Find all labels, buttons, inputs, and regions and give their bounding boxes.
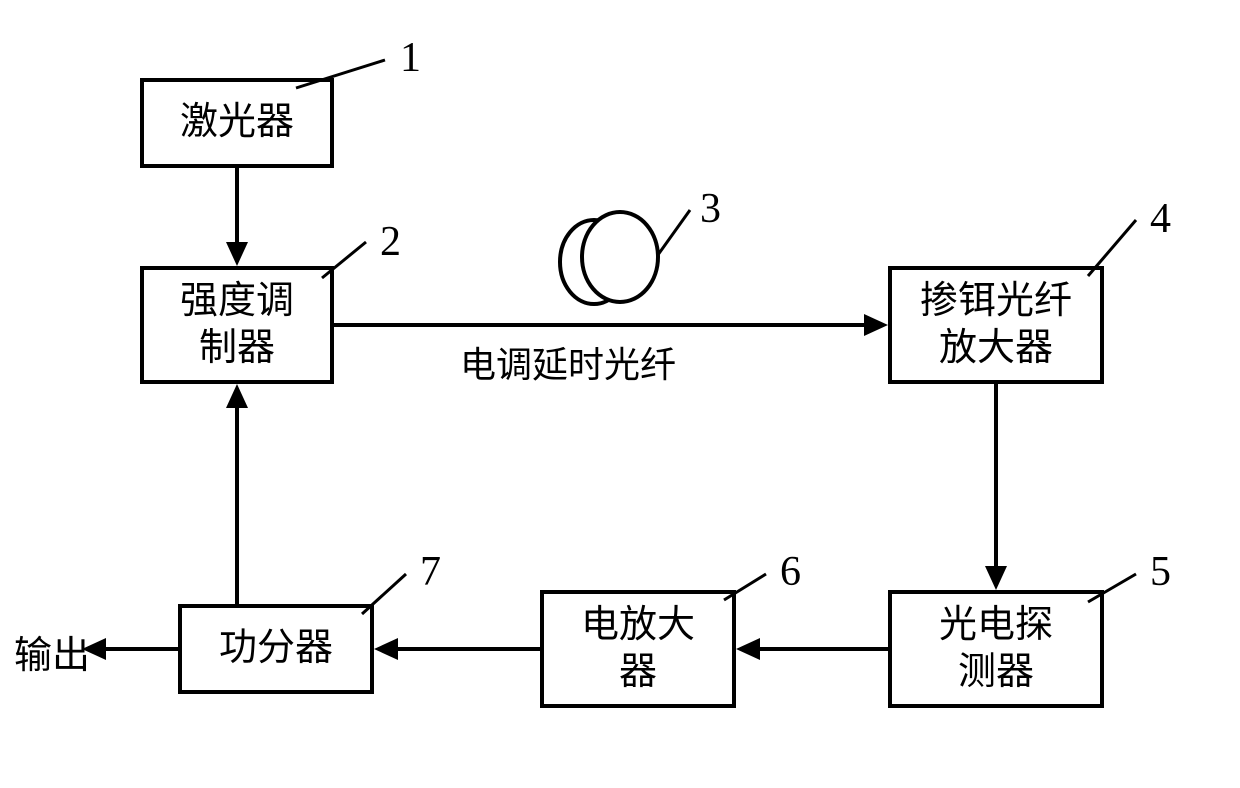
- ref-number-6: 6: [780, 548, 801, 596]
- ref-number-2: 2: [380, 218, 401, 266]
- node-intensity-modulator-label: 强度调 制器: [180, 278, 294, 373]
- diagram-canvas: 激光器 强度调 制器 掺铒光纤 放大器 光电探 测器 电放大 器 功分器 1 2…: [0, 0, 1240, 788]
- node-edfa-label: 掺铒光纤 放大器: [920, 278, 1072, 373]
- node-laser: 激光器: [140, 78, 334, 168]
- ref-number-1: 1: [400, 34, 421, 82]
- node-intensity-modulator: 强度调 制器: [140, 266, 334, 384]
- ref-number-5: 5: [1150, 548, 1171, 596]
- ref-number-4: 4: [1150, 195, 1171, 243]
- node-power-splitter-label: 功分器: [219, 625, 333, 673]
- node-electrical-amp-label: 电放大 器: [581, 602, 695, 697]
- output-label: 输出: [14, 624, 90, 679]
- ref-number-7: 7: [420, 548, 441, 596]
- edge-label-fiber: 电调延时光纤: [460, 336, 676, 388]
- node-photo-detector-label: 光电探 测器: [939, 602, 1053, 697]
- node-edfa: 掺铒光纤 放大器: [888, 266, 1104, 384]
- node-electrical-amp: 电放大 器: [540, 590, 736, 708]
- node-laser-label: 激光器: [180, 99, 294, 147]
- node-photo-detector: 光电探 测器: [888, 590, 1104, 708]
- node-power-splitter: 功分器: [178, 604, 374, 694]
- ref-number-3: 3: [700, 185, 721, 233]
